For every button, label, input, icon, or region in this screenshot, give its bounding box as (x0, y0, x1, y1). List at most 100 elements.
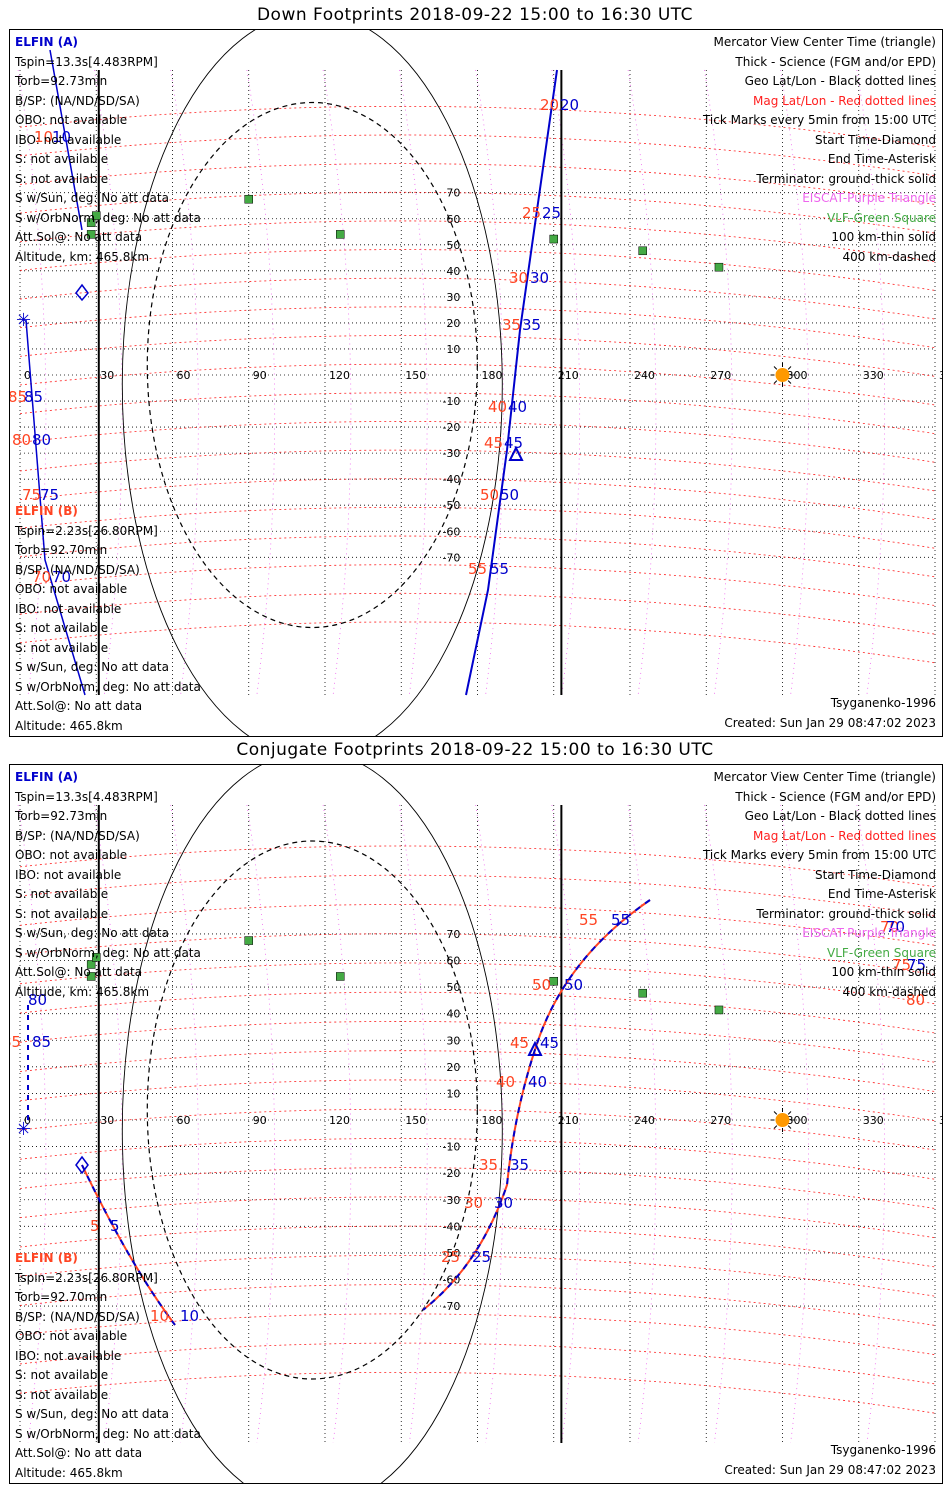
mag-meridian (551, 69, 581, 696)
legend-line: Mercator View Center Time (triangle) (713, 770, 936, 784)
tick-label-a: 85 (32, 1033, 51, 1051)
lat-tick-label: 20 (446, 317, 460, 330)
sat-a-info-line: S w/OrbNorm, deg: No att data (15, 945, 201, 960)
legend-line: EISCAT-Purple Triangle (802, 926, 936, 940)
sun-ray (773, 366, 778, 370)
legend-line: End Time-Asterisk (827, 152, 936, 166)
tick-label-a: 25 (542, 204, 561, 222)
tick-label-a: 25 (472, 1248, 491, 1266)
lon-tick-label: 90 (253, 1114, 267, 1127)
sun-ray (787, 1125, 792, 1129)
terminator-100km (121, 765, 503, 1483)
lon-tick-label: 300 (787, 1114, 808, 1127)
track-sat-a (465, 69, 558, 696)
tick-label-b: 10 (150, 1307, 169, 1325)
tick-label-b: 45 (510, 1034, 529, 1052)
mag-meridian (170, 69, 199, 696)
legend-line: 100 km-thin solid (831, 230, 936, 244)
sat-a-info-line: Altitude, km: 465.8km (15, 249, 150, 264)
lat-tick-label: -20 (442, 1167, 460, 1180)
mag-meridian (475, 69, 504, 696)
sun-icon (775, 368, 790, 382)
sun-icon (775, 1113, 790, 1127)
legend-line: Terminator: ground-thick solid (756, 171, 936, 186)
panel-title-conjugate: Conjugate Footprints 2018-09-22 15:00 to… (236, 740, 714, 760)
sat-b-info-line: B/SP: (NA/ND/SD/SA) (15, 1309, 140, 1324)
lat-tick-label: 50 (446, 239, 460, 252)
sat-a-info: ELFIN (A) Tspin=13.3s[4.483RPM] Torb=92.7… (15, 33, 201, 267)
sun-ray (787, 1111, 792, 1115)
legend-line: Tick Marks every 5min from 15:00 UTC (702, 848, 936, 862)
sat-a-info-line: Tspin=13.3s[4.483RPM] (15, 54, 158, 69)
vlf-station (92, 211, 101, 220)
tick-label-a: 70 (52, 568, 71, 586)
sat-b-info-line: S w/OrbNorm, deg: No att data (15, 679, 201, 694)
tick-label-b: 10 (34, 128, 53, 146)
sat-b-info-line: Tspin=2.23s[26.80RPM] (15, 1270, 158, 1285)
sat-b-info-line: Altitude: 465.8km (15, 1465, 123, 1480)
legend-line: Thick - Science (FGM and/or EPD) (735, 789, 936, 804)
tick-label-b: 25 (441, 1248, 460, 1266)
tick-label-a: 55 (611, 911, 630, 929)
lat-tick-label: -70 (442, 551, 460, 564)
lat-tick-label: 70 (446, 187, 460, 200)
legend-line: Mag Lat/Lon - Red dotted lines (752, 93, 936, 108)
lon-tick-label: 210 (558, 1114, 579, 1127)
tick-label-b: 85 (10, 388, 27, 406)
tick-label-b: 45 (484, 434, 503, 452)
lat-tick-label: 70 (446, 928, 460, 941)
lon-tick-label: 120 (329, 369, 350, 382)
lat-tick-label: 10 (446, 343, 460, 356)
start-diamond (75, 283, 89, 302)
lon-tick-label: 360 (939, 369, 942, 382)
sat-a-info-line: S: not available (15, 887, 109, 901)
lon-tick-label: 180 (482, 369, 503, 382)
vlf-station (714, 262, 724, 272)
mag-meridian (703, 69, 733, 696)
vlf-station (86, 218, 96, 227)
sat-b-info-line: B/SP: (NA/ND/SD/SA) (15, 562, 140, 577)
tick-label-a: 5 (110, 1217, 120, 1235)
tick-label-a: 40 (528, 1073, 547, 1091)
legend-line: VLF-Green Square (827, 945, 936, 960)
lat-tick-label: 30 (446, 1034, 460, 1047)
vlf-station (549, 234, 558, 244)
lat-tick-label: -30 (442, 447, 460, 460)
lat-tick-label: -50 (442, 499, 460, 512)
tick-label-b: 75 (892, 956, 911, 974)
sun-ray (787, 366, 792, 370)
sat-a-info-line: Att.Sol@: No att data (15, 230, 143, 244)
vlf-station (86, 230, 96, 239)
lat-tick-label: -70 (442, 1300, 460, 1313)
tick-label-b: 75 (22, 486, 41, 504)
sat-b-info-line: S: not available (15, 1387, 109, 1402)
mag-meridian (780, 69, 809, 696)
lon-tick-label: 90 (253, 369, 267, 382)
tick-label-a: 85 (24, 388, 43, 406)
vlf-station (244, 194, 253, 204)
mag-meridian (856, 69, 886, 696)
vlf-station (714, 1005, 724, 1015)
map-canvas-down: 0 30 60 90 120 150 180 210 240 270 300 330 360 70 60 50… (10, 30, 942, 736)
lat-tick-label: 20 (446, 1061, 460, 1074)
sat-a-name: ELFIN (A) (15, 770, 78, 784)
sat-b-info-line: S w/Sun, deg: No att data (15, 660, 169, 674)
lat-tick-label: -20 (442, 421, 460, 434)
end-asterisk: ✳ (16, 1119, 31, 1140)
lon-tick-label: 360 (939, 1114, 942, 1127)
legend-line: Geo Lat/Lon - Black dotted lines (744, 809, 936, 823)
sat-a-info-line: Torb=92.73min (15, 74, 108, 88)
sat-b-lines: Tspin=2.23s[26.80RPM] Torb=92.70min B/SP: … (15, 1269, 201, 1484)
sat-a-info-line: OBO: not available (15, 848, 128, 862)
tick-label-b: 20 (540, 96, 559, 114)
sat-b-lines: Tspin=2.23s[26.80RPM] Torb=92.70min B/SP: … (15, 522, 201, 737)
sun-ray (773, 1111, 778, 1115)
terminator-400km (146, 840, 478, 1380)
tick-label-a: 70 (886, 918, 905, 936)
tick-label-a: 30 (494, 1194, 513, 1212)
tick-label-a: 35 (510, 1156, 529, 1174)
legend-line: Tick Marks every 5min from 15:00 UTC (702, 113, 936, 127)
tick-label-b: 30 (464, 1194, 483, 1212)
sat-b-name: ELFIN (B) (15, 504, 78, 518)
lat-tick-label: 50 (446, 981, 460, 994)
